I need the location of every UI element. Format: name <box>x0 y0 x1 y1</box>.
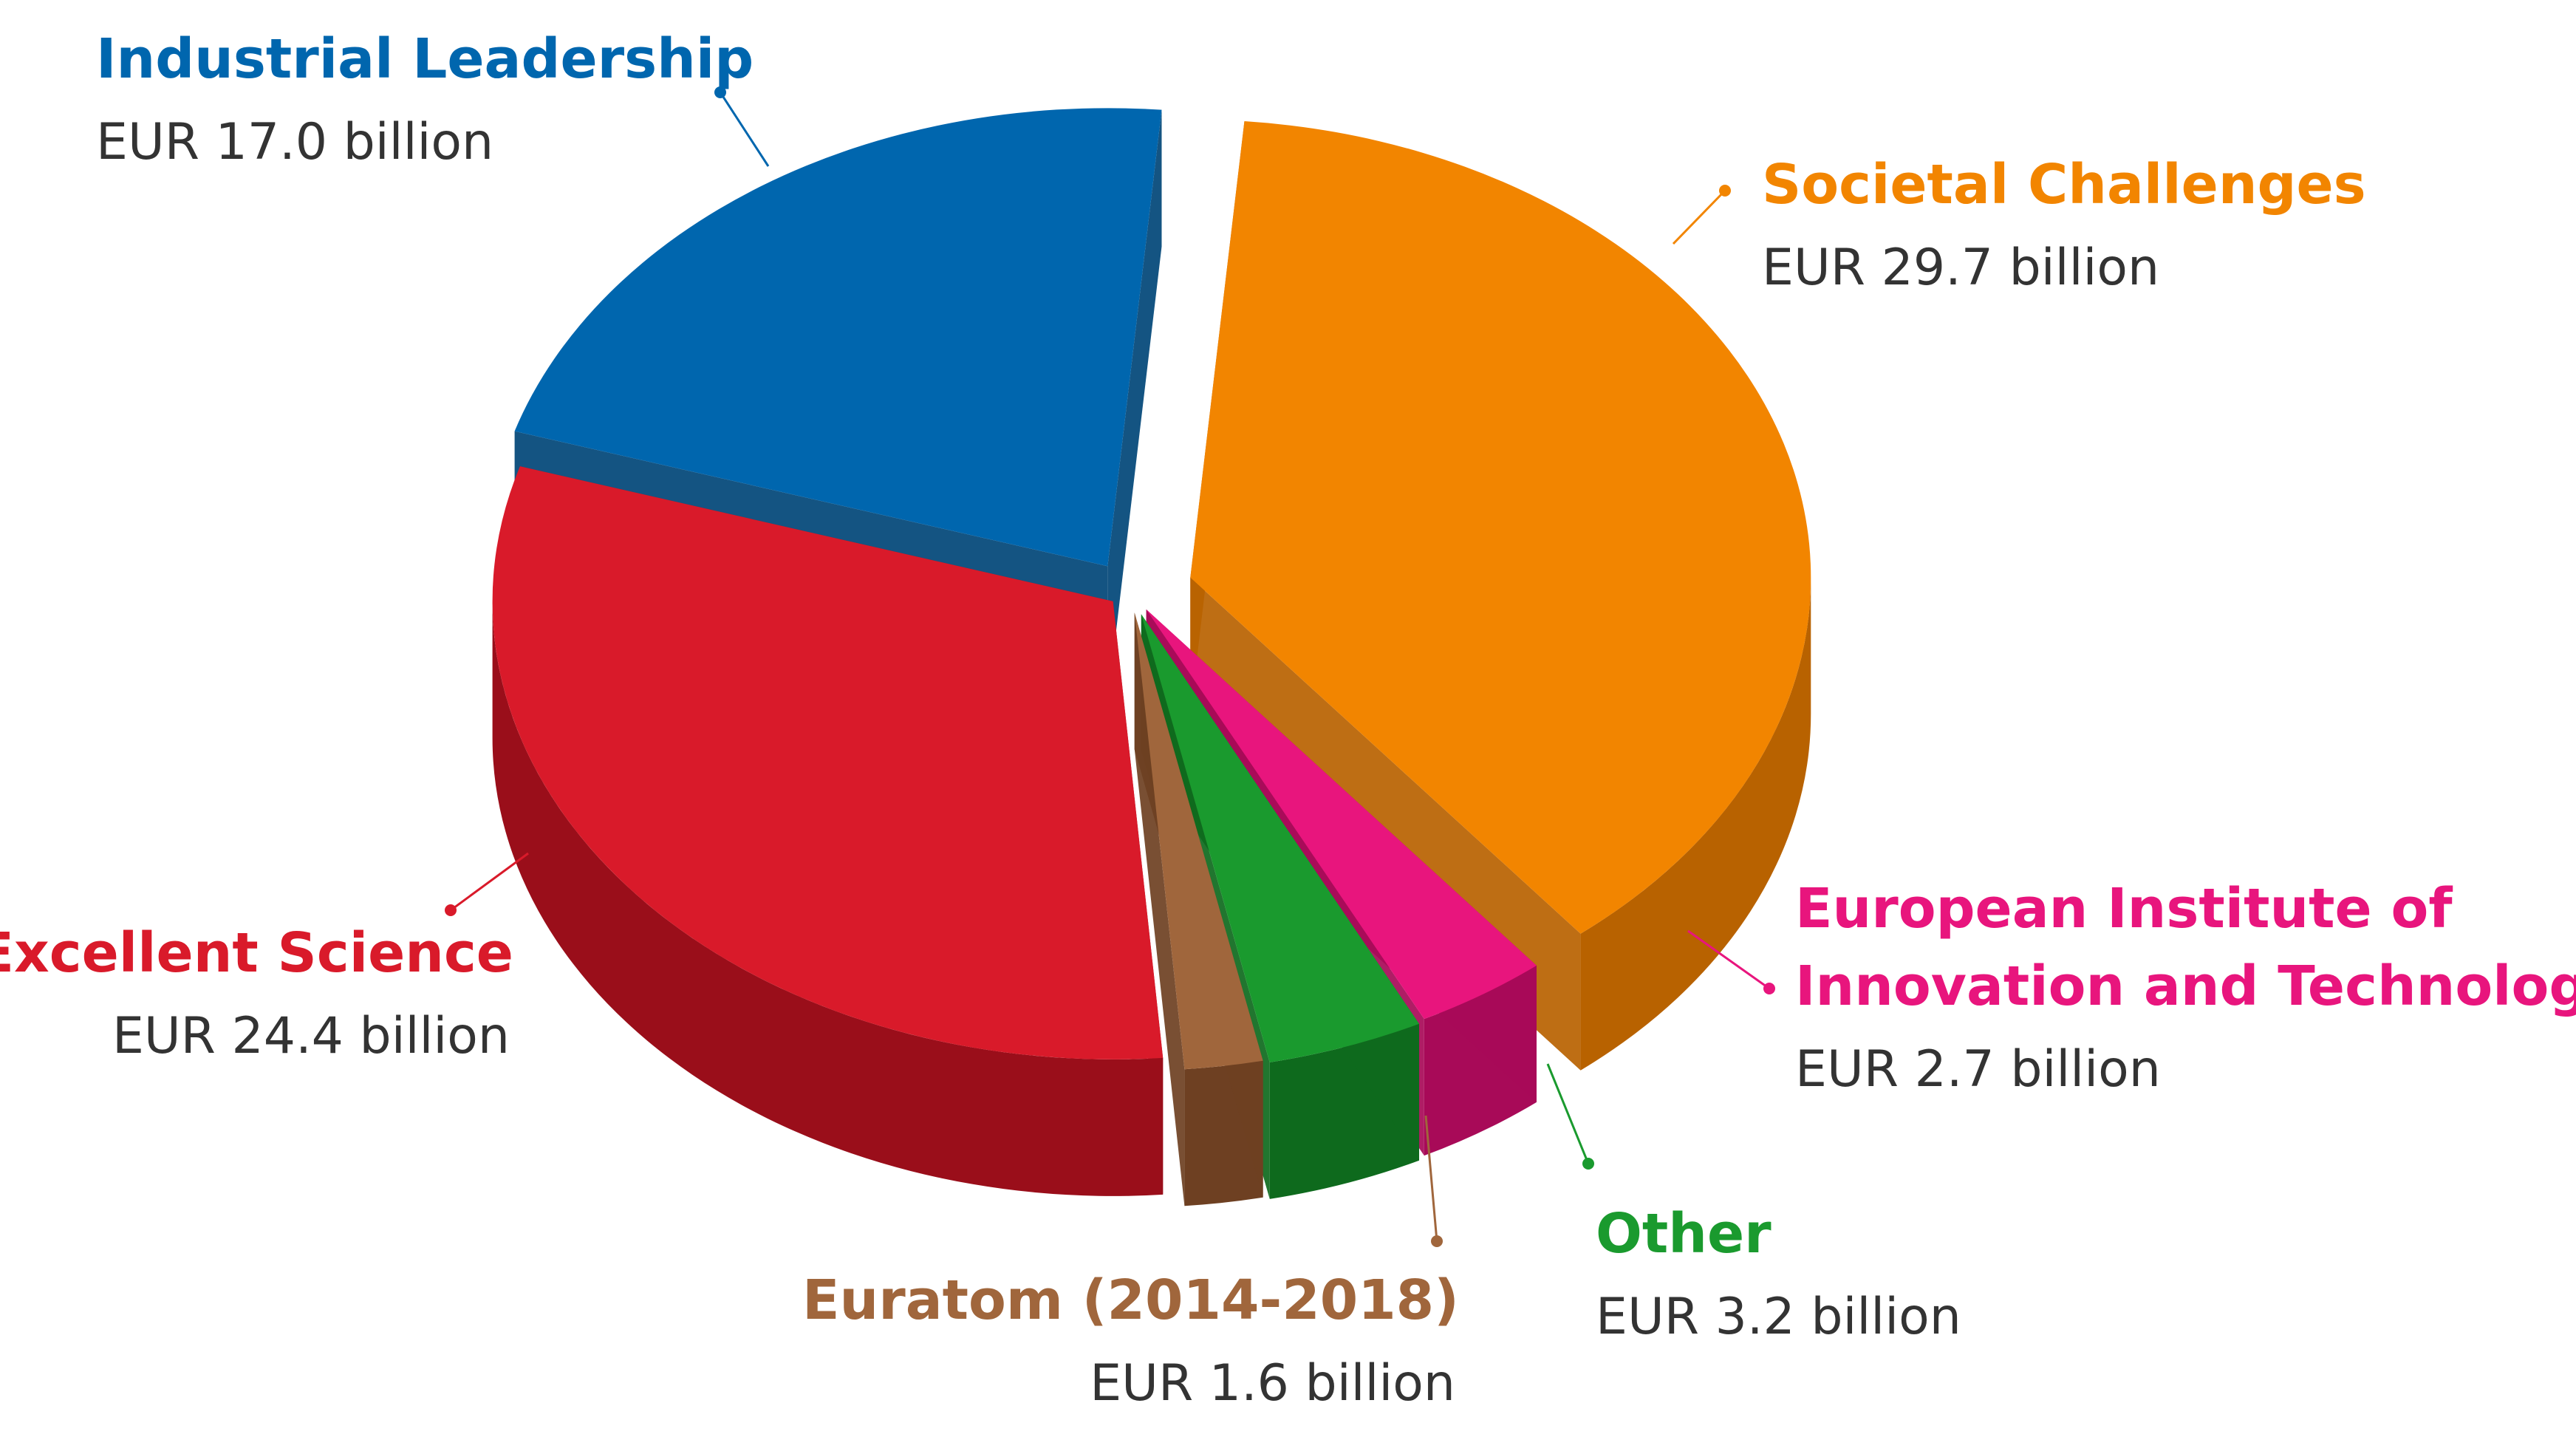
slice-labels: Societal Challenges EUR 29.7 billion Europ… <box>0 27 2576 1413</box>
slice-label-eit-line2: Innovation and Technology <box>1795 955 2576 1018</box>
slice-value-industrial: EUR 17.0 billion <box>96 113 493 171</box>
leader-dot-industrial <box>714 86 726 98</box>
slice-cut-euratom-1 <box>1134 612 1185 1206</box>
slice-tops <box>492 108 1811 1070</box>
slice-side-societal <box>1580 577 1811 1071</box>
leader-line-industrial <box>719 92 770 167</box>
slice-top-industrial <box>514 108 1162 567</box>
slice-value-euratom: EUR 1.6 billion <box>1090 1354 1455 1413</box>
leader-line-other <box>1546 1063 1590 1164</box>
slice-value-excellent: EUR 24.4 billion <box>112 1007 510 1065</box>
slice-top-societal <box>1190 121 1811 934</box>
slice-value-eit: EUR 2.7 billion <box>1795 1040 2161 1099</box>
slice-label-excellent: Excellent Science <box>0 921 513 985</box>
slice-label-societal: Societal Challenges <box>1762 153 2366 216</box>
slice-top-other <box>1141 614 1420 1062</box>
leader-lines <box>445 86 1775 1247</box>
slice-top-excellent <box>492 466 1164 1059</box>
leader-dot-excellent <box>445 904 457 916</box>
slice-label-industrial: Industrial Leadership <box>96 27 754 91</box>
leader-dot-euratom <box>1431 1235 1443 1247</box>
slice-label-eit-line1: European Institute of <box>1795 877 2453 941</box>
slice-label-other: Other <box>1596 1202 1772 1266</box>
leader-line-societal <box>1672 189 1726 245</box>
slice-cut-industrial-1 <box>1107 109 1162 703</box>
leader-line-eit <box>1687 929 1770 990</box>
leader-line-euratom <box>1424 1115 1438 1242</box>
leader-dot-other <box>1582 1158 1594 1170</box>
slice-value-other: EUR 3.2 billion <box>1596 1288 1961 1346</box>
slice-top-euratom <box>1134 612 1263 1070</box>
slice-side-excellent <box>492 601 1164 1196</box>
slice-value-societal: EUR 29.7 billion <box>1762 239 2159 297</box>
slice-top-eit <box>1146 609 1537 1020</box>
leader-dot-societal <box>1719 185 1731 197</box>
leader-dot-eit <box>1763 983 1775 994</box>
leader-line-excellent <box>450 852 529 912</box>
slice-label-euratom: Euratom (2014-2018) <box>802 1269 1459 1332</box>
